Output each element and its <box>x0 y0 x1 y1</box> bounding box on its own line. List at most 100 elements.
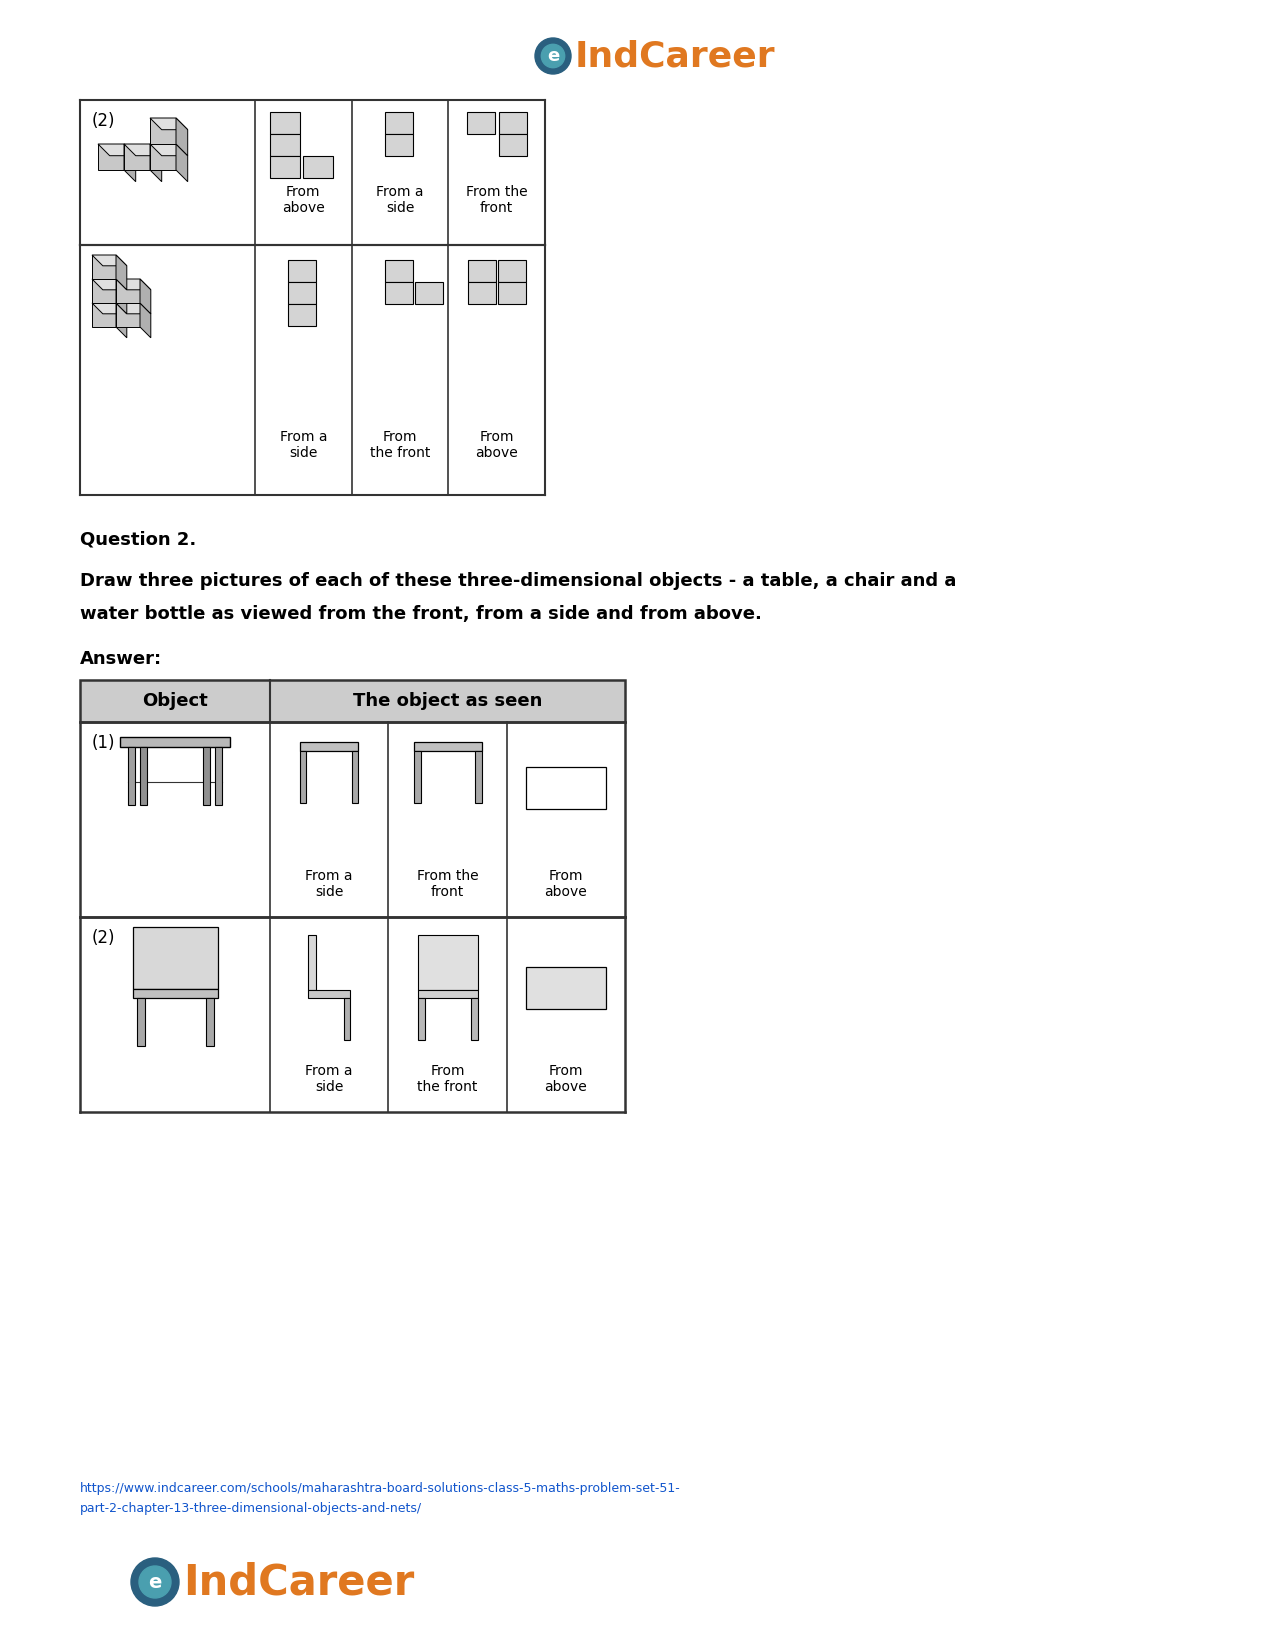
Text: water bottle as viewed from the front, from a side and from above.: water bottle as viewed from the front, f… <box>80 604 762 622</box>
Bar <box>385 259 413 282</box>
Text: From the
front: From the front <box>417 868 478 900</box>
Bar <box>499 134 527 155</box>
Bar <box>270 112 301 134</box>
Bar <box>414 282 442 304</box>
Bar <box>92 279 116 304</box>
Bar <box>309 934 316 991</box>
Bar <box>385 134 413 155</box>
Bar <box>205 997 213 1047</box>
Bar <box>468 259 496 282</box>
Text: Answer:: Answer: <box>80 650 162 669</box>
Polygon shape <box>116 279 126 314</box>
Polygon shape <box>116 304 150 314</box>
Bar <box>417 991 478 997</box>
Bar <box>474 751 482 802</box>
Bar <box>133 989 218 997</box>
Circle shape <box>536 38 571 74</box>
Bar <box>417 997 425 1040</box>
Text: IndCareer: IndCareer <box>575 40 775 73</box>
Circle shape <box>131 1559 178 1606</box>
Bar <box>128 746 135 806</box>
Text: Object: Object <box>142 692 208 710</box>
Text: From
above: From above <box>282 185 325 215</box>
Text: e: e <box>148 1572 162 1592</box>
Bar <box>497 259 525 282</box>
Text: From
the front: From the front <box>370 429 430 461</box>
Bar <box>385 112 413 134</box>
Bar <box>80 680 625 721</box>
Bar <box>497 282 525 304</box>
Bar <box>288 304 316 325</box>
Bar <box>270 155 301 178</box>
Polygon shape <box>150 144 162 182</box>
Polygon shape <box>176 144 187 182</box>
Bar <box>413 751 421 802</box>
Bar <box>98 144 124 170</box>
Circle shape <box>139 1567 171 1598</box>
Bar <box>116 279 140 304</box>
Text: From a
side: From a side <box>306 868 353 900</box>
Bar <box>309 991 351 997</box>
Text: Draw three pictures of each of these three-dimensional objects - a table, a chai: Draw three pictures of each of these thr… <box>80 571 956 589</box>
Polygon shape <box>116 254 126 291</box>
Bar <box>300 741 358 751</box>
Text: Question 2.: Question 2. <box>80 530 196 548</box>
Bar <box>124 144 150 170</box>
Text: From
above: From above <box>544 1063 588 1095</box>
Text: From
above: From above <box>476 429 518 461</box>
Circle shape <box>542 45 565 68</box>
Bar <box>417 934 478 991</box>
Polygon shape <box>140 279 150 314</box>
Polygon shape <box>92 254 126 266</box>
Text: From a
side: From a side <box>376 185 423 215</box>
Bar <box>203 746 210 806</box>
Text: (3): (3) <box>92 258 116 276</box>
Bar <box>467 112 495 134</box>
Bar <box>303 155 333 178</box>
Polygon shape <box>124 144 135 182</box>
Bar <box>413 741 482 751</box>
Bar <box>470 997 478 1040</box>
Bar <box>215 746 222 806</box>
Bar <box>385 282 413 304</box>
Text: (1): (1) <box>92 735 116 751</box>
Text: The object as seen: The object as seen <box>353 692 542 710</box>
Bar <box>525 768 606 809</box>
Bar <box>116 304 140 327</box>
Bar <box>468 282 496 304</box>
Text: IndCareer: IndCareer <box>184 1560 414 1603</box>
Bar <box>136 997 144 1047</box>
Bar <box>300 751 306 802</box>
Bar <box>92 304 116 327</box>
Text: (2): (2) <box>92 930 116 948</box>
Polygon shape <box>98 144 135 155</box>
Text: https://www.indcareer.com/schools/maharashtra-board-solutions-class-5-maths-prob: https://www.indcareer.com/schools/mahara… <box>80 1483 681 1496</box>
Text: From
above: From above <box>544 868 588 900</box>
Bar <box>525 967 606 1009</box>
Polygon shape <box>176 117 187 155</box>
Polygon shape <box>92 304 126 314</box>
Polygon shape <box>124 144 162 155</box>
Polygon shape <box>116 304 126 338</box>
Text: From
the front: From the front <box>417 1063 478 1095</box>
Text: From a
side: From a side <box>279 429 328 461</box>
Text: e: e <box>547 46 560 64</box>
Bar <box>150 117 176 144</box>
Bar <box>120 736 230 746</box>
Bar <box>92 254 116 279</box>
Text: From the
front: From the front <box>465 185 528 215</box>
Bar <box>352 751 358 802</box>
Bar <box>270 134 301 155</box>
Bar <box>288 282 316 304</box>
Bar <box>140 746 147 806</box>
Polygon shape <box>150 117 187 130</box>
Polygon shape <box>92 279 126 291</box>
Polygon shape <box>140 304 150 338</box>
Polygon shape <box>150 144 187 155</box>
Bar <box>288 259 316 282</box>
Text: From a
side: From a side <box>306 1063 353 1095</box>
Bar <box>344 997 351 1040</box>
Text: (2): (2) <box>92 112 116 130</box>
Text: part-2-chapter-13-three-dimensional-objects-and-nets/: part-2-chapter-13-three-dimensional-obje… <box>80 1502 422 1516</box>
Bar <box>150 144 176 170</box>
